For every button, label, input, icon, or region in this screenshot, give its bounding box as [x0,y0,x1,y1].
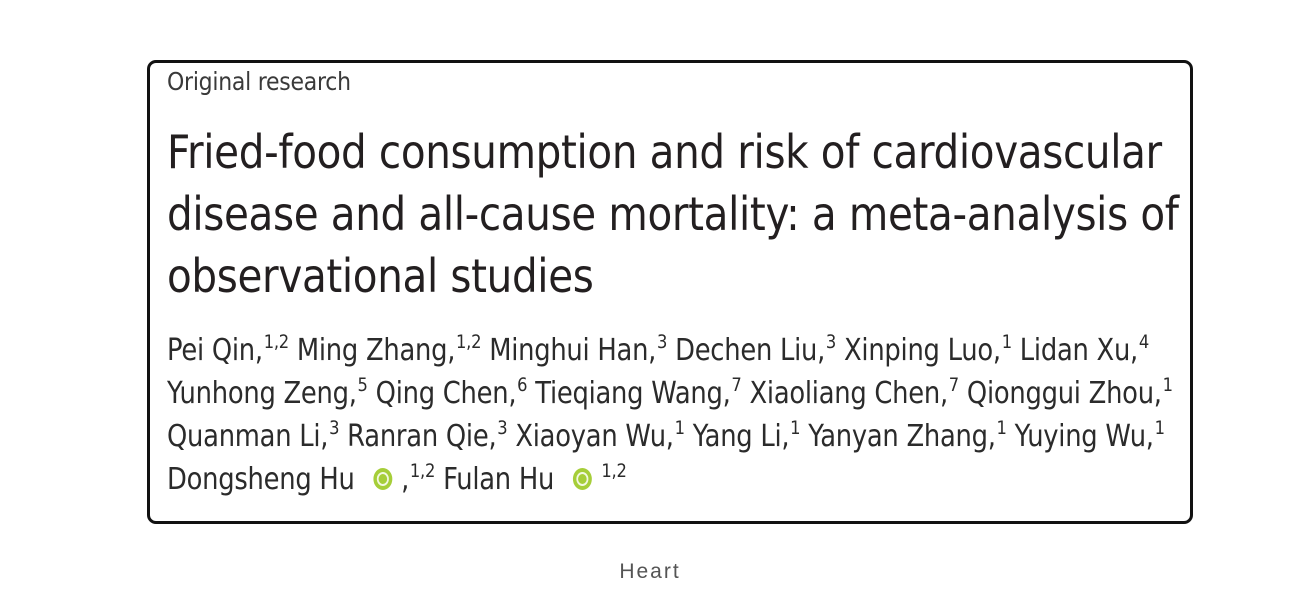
affiliation-marker: 1 [996,417,1007,439]
affiliation-marker: 3 [656,331,668,353]
affiliation-marker: 7 [731,374,742,396]
author-line: Pei Qin,1,2 Ming Zhang,1,2 Minghui Han,3… [167,331,1149,374]
title-line: Fried-food consumption and risk of cardi… [167,125,1162,179]
author-name[interactable]: Yanyan Zhang, [808,419,996,454]
author-name[interactable]: Ming Zhang, [296,333,456,368]
affiliation-marker: 6 [517,374,528,396]
affiliation-marker: 1 [1162,374,1173,396]
author-name[interactable]: Fulan Hu [443,462,555,497]
author-name[interactable]: Qionggui Zhou, [966,376,1162,411]
author-name[interactable]: Yunhong Zeng, [167,376,357,411]
author-line: Dongsheng Hu ,1,2 Fulan Hu 1,2 [167,460,1139,503]
author-name[interactable]: Lidan Xu, [1019,333,1139,368]
author-name[interactable]: Quanman Li, [167,419,329,454]
article-header-card: Original research Fried-food consumption… [147,60,1193,524]
author-list: Pei Qin,1,2 Ming Zhang,1,2 Minghui Han,3… [167,331,1173,503]
author-name[interactable]: Minghui Han, [489,333,657,368]
affiliation-marker: 5 [357,374,368,396]
author-name[interactable]: Qing Chen, [375,376,517,411]
affiliation-marker: 1 [790,417,801,439]
affiliation-marker: 1 [1001,331,1012,353]
affiliation-marker: 3 [497,417,508,439]
author-name[interactable]: Dongsheng Hu [167,462,355,497]
author-name[interactable]: Xinping Luo, [844,333,1001,368]
author-line: Yunhong Zeng,5 Qing Chen,6 Tieqiang Wang… [167,374,1173,417]
orcid-icon[interactable] [573,467,592,490]
author-line: Quanman Li,3 Ranran Qie,3 Xiaoyan Wu,1 Y… [167,417,1165,460]
author-name[interactable]: Xiaoliang Chen, [749,376,948,411]
affiliation-marker: 3 [825,331,837,353]
affiliation-marker: 1 [1154,417,1165,439]
author-name[interactable]: Yuying Wu, [1014,419,1154,454]
affiliation-marker: 1 [674,417,685,439]
affiliation-marker: 1,2 [601,460,627,482]
title-line: observational studies [167,249,594,303]
orcid-icon[interactable] [373,467,393,490]
affiliation-marker: 1,2 [456,331,482,353]
source-caption: Heart [619,560,681,583]
title-line: disease and all-cause mortality: a meta-… [167,187,1179,241]
article-type: Original research [167,67,351,96]
author-separator: , [401,462,410,497]
affiliation-marker: 3 [329,417,340,439]
affiliation-marker: 1,2 [263,331,289,353]
article-title: Fried-food consumption and risk of cardi… [167,121,1179,307]
author-name[interactable]: Yang Li, [692,419,790,454]
author-name[interactable]: Ranran Qie, [347,419,497,454]
author-name[interactable]: Pei Qin, [167,333,263,368]
author-name[interactable]: Dechen Liu, [675,333,826,368]
affiliation-marker: 4 [1138,331,1150,353]
author-name[interactable]: Tieqiang Wang, [535,376,731,411]
author-name[interactable]: Xiaoyan Wu, [515,419,674,454]
affiliation-marker: 1,2 [409,460,436,482]
affiliation-marker: 7 [948,374,959,396]
